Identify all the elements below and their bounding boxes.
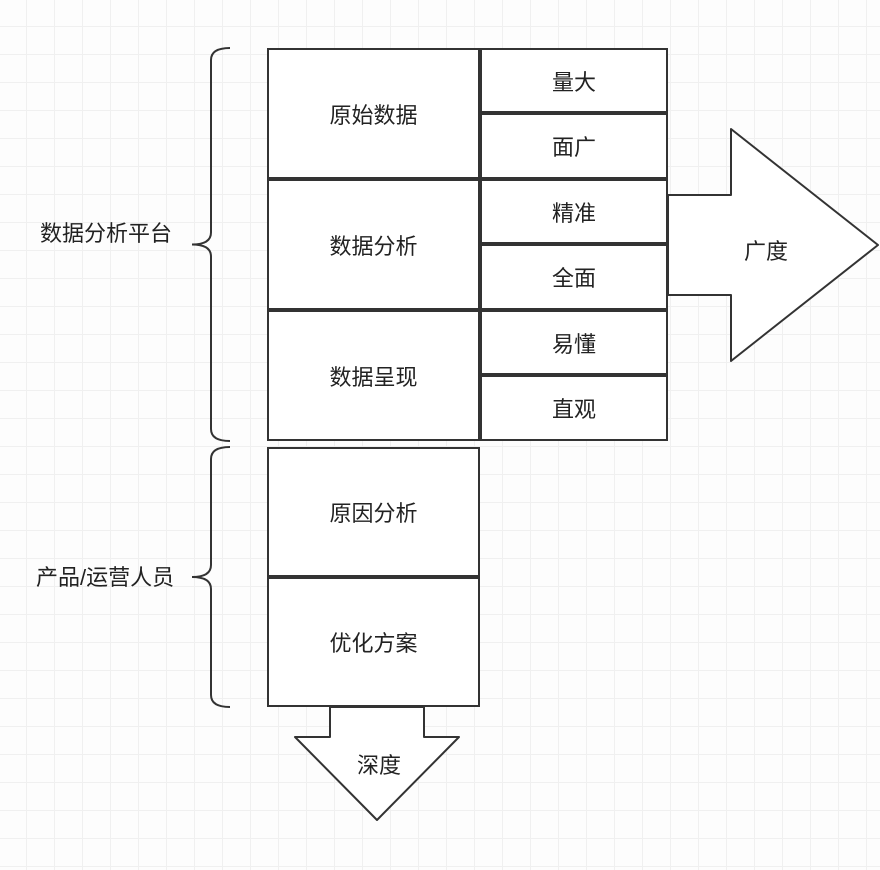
main-block-data-present: 数据呈现 (267, 310, 480, 441)
brace-group-2 (188, 443, 248, 711)
sub-block-easy: 易懂 (480, 310, 668, 375)
arrow-depth-label: 深度 (357, 748, 401, 780)
sub-block-wide-cover: 面广 (480, 113, 668, 179)
sub-block-big-volume: 量大 (480, 48, 668, 113)
sub-block-precise: 精准 (480, 179, 668, 244)
main-block-optimize: 优化方案 (267, 577, 480, 707)
arrow-breadth-label: 广度 (744, 234, 788, 266)
sub-block-intuitive: 直观 (480, 375, 668, 441)
main-block-cause: 原因分析 (267, 447, 480, 577)
group-label-group-2: 产品/运营人员 (36, 560, 174, 592)
sub-block-comprehensive: 全面 (480, 244, 668, 310)
main-block-data-analysis: 数据分析 (267, 179, 480, 310)
brace-group-1 (188, 44, 248, 445)
main-block-raw-data: 原始数据 (267, 48, 480, 179)
group-label-group-1: 数据分析平台 (40, 216, 172, 248)
